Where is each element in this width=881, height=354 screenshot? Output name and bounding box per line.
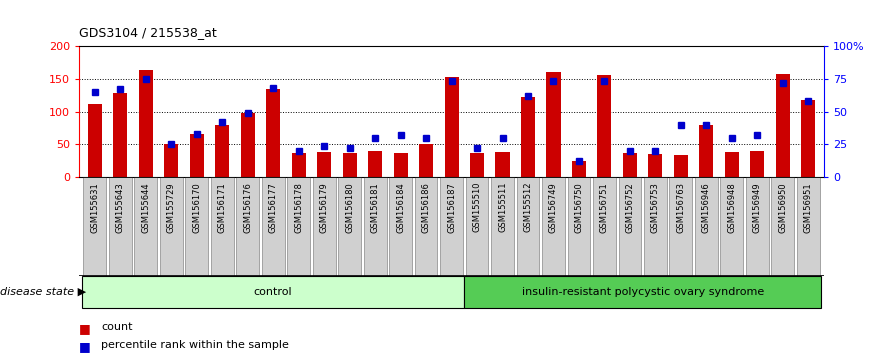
- Bar: [440, 177, 463, 276]
- Text: GSM156946: GSM156946: [702, 182, 711, 233]
- Text: GSM156171: GSM156171: [218, 182, 226, 233]
- Bar: [516, 177, 539, 276]
- Bar: [648, 154, 663, 177]
- Text: GSM155644: GSM155644: [141, 182, 150, 233]
- Text: GSM156179: GSM156179: [320, 182, 329, 233]
- Bar: [313, 177, 336, 276]
- Text: GSM156184: GSM156184: [396, 182, 405, 233]
- Bar: [618, 177, 641, 276]
- Bar: [87, 104, 101, 177]
- Bar: [695, 177, 718, 276]
- Bar: [185, 177, 208, 276]
- Bar: [292, 153, 306, 177]
- Text: GSM156177: GSM156177: [269, 182, 278, 233]
- Text: GSM156948: GSM156948: [728, 182, 737, 233]
- Text: count: count: [101, 322, 133, 332]
- Bar: [802, 101, 816, 177]
- Bar: [189, 135, 204, 177]
- Bar: [593, 177, 616, 276]
- Text: percentile rank within the sample: percentile rank within the sample: [101, 340, 289, 350]
- Bar: [215, 125, 229, 177]
- Bar: [343, 153, 357, 177]
- Text: GSM156751: GSM156751: [600, 182, 609, 233]
- Bar: [572, 161, 586, 177]
- Text: GSM156749: GSM156749: [549, 182, 558, 233]
- Bar: [241, 113, 255, 177]
- Bar: [464, 276, 821, 308]
- Bar: [266, 88, 280, 177]
- Bar: [797, 177, 820, 276]
- Bar: [495, 152, 509, 177]
- Bar: [721, 177, 744, 276]
- Bar: [82, 276, 464, 308]
- Bar: [491, 177, 514, 276]
- Text: GSM156951: GSM156951: [804, 182, 813, 233]
- Bar: [700, 125, 714, 177]
- Bar: [211, 177, 233, 276]
- Text: GSM156753: GSM156753: [651, 182, 660, 233]
- Bar: [415, 177, 438, 276]
- Text: GSM156763: GSM156763: [677, 182, 685, 233]
- Bar: [134, 177, 157, 276]
- Bar: [776, 74, 790, 177]
- Text: GSM156186: GSM156186: [421, 182, 431, 233]
- Bar: [262, 177, 285, 276]
- Bar: [83, 177, 106, 276]
- Bar: [368, 151, 382, 177]
- Text: GSM155729: GSM155729: [167, 182, 175, 233]
- Bar: [364, 177, 387, 276]
- Text: GSM156170: GSM156170: [192, 182, 201, 233]
- Text: disease state ▶: disease state ▶: [0, 287, 86, 297]
- Text: GSM155511: GSM155511: [498, 182, 507, 233]
- Text: GSM156176: GSM156176: [243, 182, 252, 233]
- Bar: [670, 177, 692, 276]
- Bar: [746, 177, 769, 276]
- Bar: [445, 77, 458, 177]
- Text: control: control: [254, 287, 292, 297]
- Bar: [597, 75, 611, 177]
- Bar: [236, 177, 259, 276]
- Text: GSM155643: GSM155643: [115, 182, 124, 233]
- Text: GSM156750: GSM156750: [574, 182, 583, 233]
- Bar: [772, 177, 795, 276]
- Bar: [644, 177, 667, 276]
- Bar: [108, 177, 131, 276]
- Bar: [394, 153, 408, 177]
- Text: GSM156187: GSM156187: [447, 182, 456, 233]
- Text: ■: ■: [79, 322, 91, 335]
- Text: GSM156181: GSM156181: [371, 182, 380, 233]
- Bar: [674, 155, 688, 177]
- Bar: [338, 177, 361, 276]
- Bar: [317, 152, 331, 177]
- Bar: [389, 177, 412, 276]
- Text: GSM155631: GSM155631: [90, 182, 99, 233]
- Text: GSM156180: GSM156180: [345, 182, 354, 233]
- Bar: [287, 177, 310, 276]
- Bar: [725, 152, 739, 177]
- Text: insulin-resistant polycystic ovary syndrome: insulin-resistant polycystic ovary syndr…: [522, 287, 764, 297]
- Text: GSM156752: GSM156752: [626, 182, 634, 233]
- Text: GDS3104 / 215538_at: GDS3104 / 215538_at: [79, 26, 217, 39]
- Bar: [113, 93, 127, 177]
- Text: GSM156949: GSM156949: [753, 182, 762, 233]
- Text: GSM156950: GSM156950: [779, 182, 788, 233]
- Bar: [546, 72, 560, 177]
- Bar: [542, 177, 565, 276]
- Bar: [164, 144, 178, 177]
- Bar: [521, 97, 535, 177]
- Bar: [419, 144, 433, 177]
- Text: GSM156178: GSM156178: [294, 182, 303, 233]
- Text: GSM155510: GSM155510: [472, 182, 482, 233]
- Bar: [138, 70, 152, 177]
- Text: GSM155512: GSM155512: [523, 182, 532, 233]
- Bar: [465, 177, 488, 276]
- Bar: [159, 177, 182, 276]
- Bar: [470, 153, 484, 177]
- Bar: [567, 177, 590, 276]
- Text: ■: ■: [79, 340, 91, 353]
- Bar: [623, 153, 637, 177]
- Bar: [751, 151, 765, 177]
